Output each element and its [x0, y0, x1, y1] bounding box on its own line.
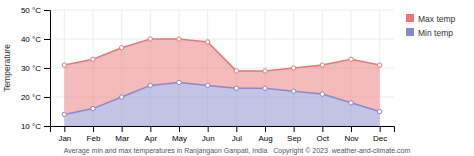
marker	[320, 92, 324, 96]
marker	[205, 83, 209, 87]
chart: 10 °C 20 °C 30 °C 40 °C 50 °C Jan Feb Mar Apr May…	[0, 0, 474, 156]
tick-mark	[44, 97, 50, 98]
grid-line	[50, 39, 394, 40]
tick-label: 30 °C	[21, 64, 41, 73]
legend-label: Min temp	[418, 28, 453, 38]
tick: Mar	[115, 126, 129, 143]
tick: Jul	[232, 126, 242, 143]
tick-mark	[380, 126, 381, 132]
tick-mark	[44, 10, 50, 11]
axis-line	[51, 127, 395, 133]
plot: 10 °C 20 °C 30 °C 40 °C 50 °C Jan Feb Mar Apr May…	[2, 6, 395, 143]
tick-mark	[236, 126, 237, 132]
tick-label: 20 °C	[21, 93, 41, 102]
tick: Aug	[258, 126, 272, 143]
tick: Apr	[145, 126, 158, 143]
tick: 40 °C	[21, 35, 50, 44]
marker	[119, 95, 123, 99]
legend: Max temp Min temp	[406, 14, 456, 38]
marker	[263, 69, 267, 73]
tick-label: Oct	[317, 134, 330, 143]
tick-label: Mar	[115, 134, 129, 143]
line	[64, 39, 379, 71]
tick-label: 40 °C	[21, 35, 41, 44]
marks	[62, 37, 382, 126]
tick: 50 °C	[21, 6, 50, 15]
tick-mark	[322, 126, 323, 132]
tick-label: May	[172, 134, 187, 143]
tick-label: 10 °C	[21, 122, 41, 131]
marker	[291, 89, 295, 93]
legend-swatch	[406, 28, 414, 36]
tick-mark	[265, 126, 266, 132]
markers	[62, 80, 382, 116]
marker	[234, 86, 238, 90]
tick-mark	[44, 39, 50, 40]
tick-label: Jun	[202, 134, 215, 143]
tick-mark	[208, 126, 209, 132]
area	[64, 83, 379, 127]
marker	[62, 112, 66, 116]
tick: Feb	[87, 126, 101, 143]
markers	[62, 37, 382, 73]
tick: Jan	[58, 126, 71, 143]
marker	[234, 69, 238, 73]
tick-mark	[122, 126, 123, 132]
marker	[148, 83, 152, 87]
axis-line	[44, 11, 51, 127]
marker	[205, 40, 209, 44]
tick-label: 50 °C	[21, 6, 41, 15]
legend-label: Max temp	[418, 14, 456, 24]
tick-mark	[64, 126, 65, 132]
tick-mark	[179, 126, 180, 132]
marker	[349, 57, 353, 61]
grid-line	[50, 10, 394, 11]
marker	[349, 101, 353, 105]
tick-label: Sep	[287, 134, 302, 143]
tick: May	[172, 126, 187, 143]
tick: Sep	[287, 126, 302, 143]
tick-label: Jul	[232, 134, 242, 143]
tick-mark	[150, 126, 151, 132]
tick: 20 °C	[21, 93, 50, 102]
line	[64, 83, 379, 115]
marker	[91, 106, 95, 110]
tick: Dec	[373, 126, 387, 143]
marker	[177, 80, 181, 84]
tick: Nov	[344, 126, 358, 143]
marker	[291, 66, 295, 70]
tick-label: Nov	[344, 134, 358, 143]
tick: 30 °C	[21, 64, 50, 73]
tick: Jun	[202, 126, 215, 143]
tick-label: Aug	[258, 134, 272, 143]
marker	[377, 109, 381, 113]
tick-mark	[93, 126, 94, 132]
marker	[62, 63, 66, 67]
marker	[119, 46, 123, 50]
x-axis: Jan Feb Mar Apr May Jun Jul Aug Sep Oct Nov Dec	[51, 126, 395, 143]
tick: Oct	[317, 126, 330, 143]
marker	[377, 63, 381, 67]
tick-label: Jan	[58, 134, 71, 143]
tick-label: Feb	[87, 134, 101, 143]
tick-label: Apr	[145, 134, 158, 143]
legend-item: Min temp	[406, 28, 453, 38]
tick-mark	[294, 126, 295, 132]
grid	[50, 10, 394, 126]
marker	[148, 37, 152, 41]
tick-mark	[44, 68, 50, 69]
tick: 10 °C	[21, 122, 50, 131]
tick-mark	[351, 126, 352, 132]
caption: Average min and max temperatures in Ranj…	[64, 147, 411, 155]
tick-mark	[44, 126, 50, 127]
tick-label: Dec	[373, 134, 387, 143]
marker	[320, 63, 324, 67]
axis-title: Temperature	[2, 44, 12, 92]
marker	[177, 37, 181, 41]
marker	[263, 86, 267, 90]
legend-item: Max temp	[406, 14, 456, 24]
legend-swatch	[406, 14, 414, 22]
marker	[91, 57, 95, 61]
y-axis: 10 °C 20 °C 30 °C 40 °C 50 °C	[21, 6, 51, 131]
